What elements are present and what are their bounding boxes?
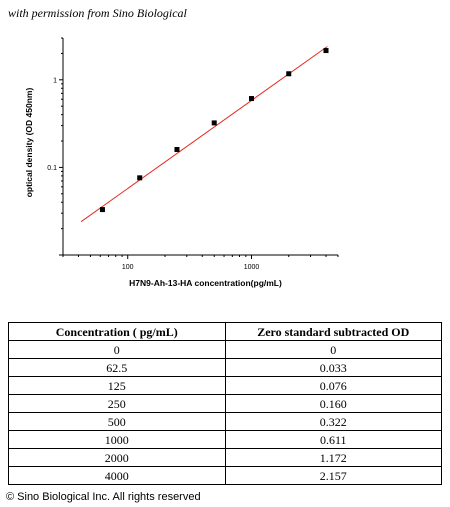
cell-od: 0.611 [224,430,442,449]
data-point [248,96,254,102]
cell-od: 0.160 [224,394,442,413]
cell-od: 0.076 [224,376,442,395]
y-axis-label: optical density (OD 450nm) [24,88,34,198]
cell-concentration: 0 [8,340,226,359]
data-point [174,147,180,153]
data-point [137,175,143,181]
cell-concentration: 2000 [8,448,226,467]
cell-concentration: 500 [8,412,226,431]
table-row: 4000 2.157 [8,466,442,485]
table-row: 500 0.322 [8,412,442,431]
copyright-footer: © Sino Biological Inc. All rights reserv… [6,491,201,503]
cell-od: 0.033 [224,358,442,377]
table-row: 62.5 0.033 [8,358,442,377]
chart-labels: 100 1000 0.1 1 H7N9-Ah-13-HA concentration(p… [24,77,282,288]
x-tick-label: 1000 [244,264,260,271]
x-tick-label: 100 [122,264,134,271]
cell-od: 0.322 [224,412,442,431]
cell-od: 2.157 [224,466,442,485]
data-point [323,48,329,54]
data-point [211,120,217,126]
header-concentration: Concentration ( pg/mL) [8,322,226,341]
permission-caption: with permission from Sino Biological [8,6,187,20]
y-tick-label: 0.1 [47,165,57,172]
x-axis-label: H7N9-Ah-13-HA concentration(pg/mL) [129,278,282,288]
table-header-row: Concentration ( pg/mL) Zero standard sub… [8,322,442,341]
cell-od: 1.172 [224,448,442,467]
cell-concentration: 125 [8,376,226,395]
table-row: 250 0.160 [8,394,442,413]
table-row: 125 0.076 [8,376,442,395]
data-point [286,71,292,77]
cell-concentration: 62.5 [8,358,226,377]
cell-od: 0 [224,340,442,359]
chart-axes [59,37,339,259]
data-point [99,207,105,213]
od-standard-curve-chart: 100 1000 0.1 1 H7N9-Ah-13-HA concentration(p… [24,37,339,288]
table-row: 1000 0.611 [8,430,442,449]
y-tick-label: 1 [53,77,57,84]
cell-concentration: 4000 [8,466,226,485]
data-points-group [99,48,329,213]
table-row: 2000 1.172 [8,448,442,467]
header-od: Zero standard subtracted OD [224,322,442,341]
concentration-od-table: Concentration ( pg/mL) Zero standard sub… [8,322,442,485]
cell-concentration: 250 [8,394,226,413]
cell-concentration: 1000 [8,430,226,449]
